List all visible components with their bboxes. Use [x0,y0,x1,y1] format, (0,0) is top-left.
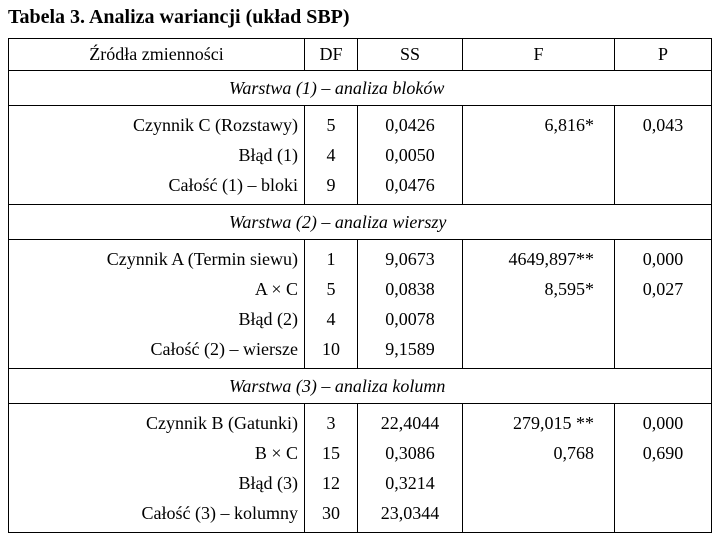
cell [462,140,615,170]
cell: 0,768 [462,438,615,468]
section-title: Warstwa (1) – analiza bloków [8,70,712,106]
cell: Błąd (3) [8,468,305,498]
section-row: Warstwa (1) – analiza bloków [8,70,712,106]
cell: 0,0838 [357,274,463,304]
data-row: Błąd (3) 12 0,3214 [8,468,712,498]
cell: 0,0078 [357,304,463,334]
cell: 0,3086 [357,438,463,468]
cell [462,498,615,533]
cell: 15 [304,438,358,468]
header-cell: Źródła zmienności [8,38,305,71]
cell [614,170,712,205]
anova-table: Źródła zmienności DF SS F P Warstwa (1) – an… [8,38,712,533]
cell: 22,4044 [357,403,463,438]
data-row: Czynnik B (Gatunki) 3 22,4044 279,015 ** 0,0… [8,403,712,438]
cell: 5 [304,274,358,304]
cell: 0,3214 [357,468,463,498]
cell [462,170,615,205]
cell [462,468,615,498]
section-title: Warstwa (2) – analiza wierszy [8,204,712,240]
cell [614,468,712,498]
data-row: Całość (3) – kolumny 30 23,0344 [8,498,712,533]
cell: 12 [304,468,358,498]
cell: Całość (2) – wiersze [8,334,305,369]
header-cell: P [614,38,712,71]
cell: 0,000 [614,239,712,274]
cell: 10 [304,334,358,369]
cell [614,304,712,334]
data-row: Całość (1) – bloki 9 0,0476 [8,170,712,205]
header-row: Źródła zmienności DF SS F P [8,38,712,71]
cell: 0,690 [614,438,712,468]
cell: 0,000 [614,403,712,438]
cell: 30 [304,498,358,533]
section-row: Warstwa (2) – analiza wierszy [8,204,712,240]
cell: Błąd (1) [8,140,305,170]
cell: Czynnik B (Gatunki) [8,403,305,438]
cell [614,498,712,533]
cell: 4649,897** [462,239,615,274]
cell: B × C [8,438,305,468]
data-row: A × C 5 0,0838 8,595* 0,027 [8,274,712,304]
cell: 279,015 ** [462,403,615,438]
data-row: Błąd (1) 4 0,0050 [8,140,712,170]
header-cell: DF [304,38,358,71]
cell: Czynnik C (Rozstawy) [8,105,305,140]
cell: 9 [304,170,358,205]
cell: 1 [304,239,358,274]
cell: 23,0344 [357,498,463,533]
cell: Czynnik A (Termin siewu) [8,239,305,274]
cell: 8,595* [462,274,615,304]
cell: 4 [304,304,358,334]
cell [462,334,615,369]
cell [614,140,712,170]
cell: 0,027 [614,274,712,304]
cell: 0,0050 [357,140,463,170]
cell [462,304,615,334]
header-cell: F [462,38,615,71]
cell: 4 [304,140,358,170]
cell: Błąd (2) [8,304,305,334]
table-body: Warstwa (1) – analiza bloków Czynnik C (R… [8,70,712,533]
cell: 9,0673 [357,239,463,274]
cell: A × C [8,274,305,304]
section-title: Warstwa (3) – analiza kolumn [8,368,712,404]
data-row: Czynnik C (Rozstawy) 5 0,0426 6,816* 0,043 [8,105,712,140]
header-cell: SS [357,38,463,71]
data-row: Czynnik A (Termin siewu) 1 9,0673 4649,897*… [8,239,712,274]
cell [614,334,712,369]
cell: 3 [304,403,358,438]
data-row: Błąd (2) 4 0,0078 [8,304,712,334]
cell: 9,1589 [357,334,463,369]
cell: Całość (3) – kolumny [8,498,305,533]
cell: 0,043 [614,105,712,140]
cell: 0,0426 [357,105,463,140]
table-title: Tabela 3. Analiza wariancji (układ SBP) [8,6,350,28]
cell: Całość (1) – bloki [8,170,305,205]
cell: 0,0476 [357,170,463,205]
cell: 5 [304,105,358,140]
data-row: B × C 15 0,3086 0,768 0,690 [8,438,712,468]
data-row: Całość (2) – wiersze 10 9,1589 [8,334,712,369]
cell: 6,816* [462,105,615,140]
section-row: Warstwa (3) – analiza kolumn [8,368,712,404]
